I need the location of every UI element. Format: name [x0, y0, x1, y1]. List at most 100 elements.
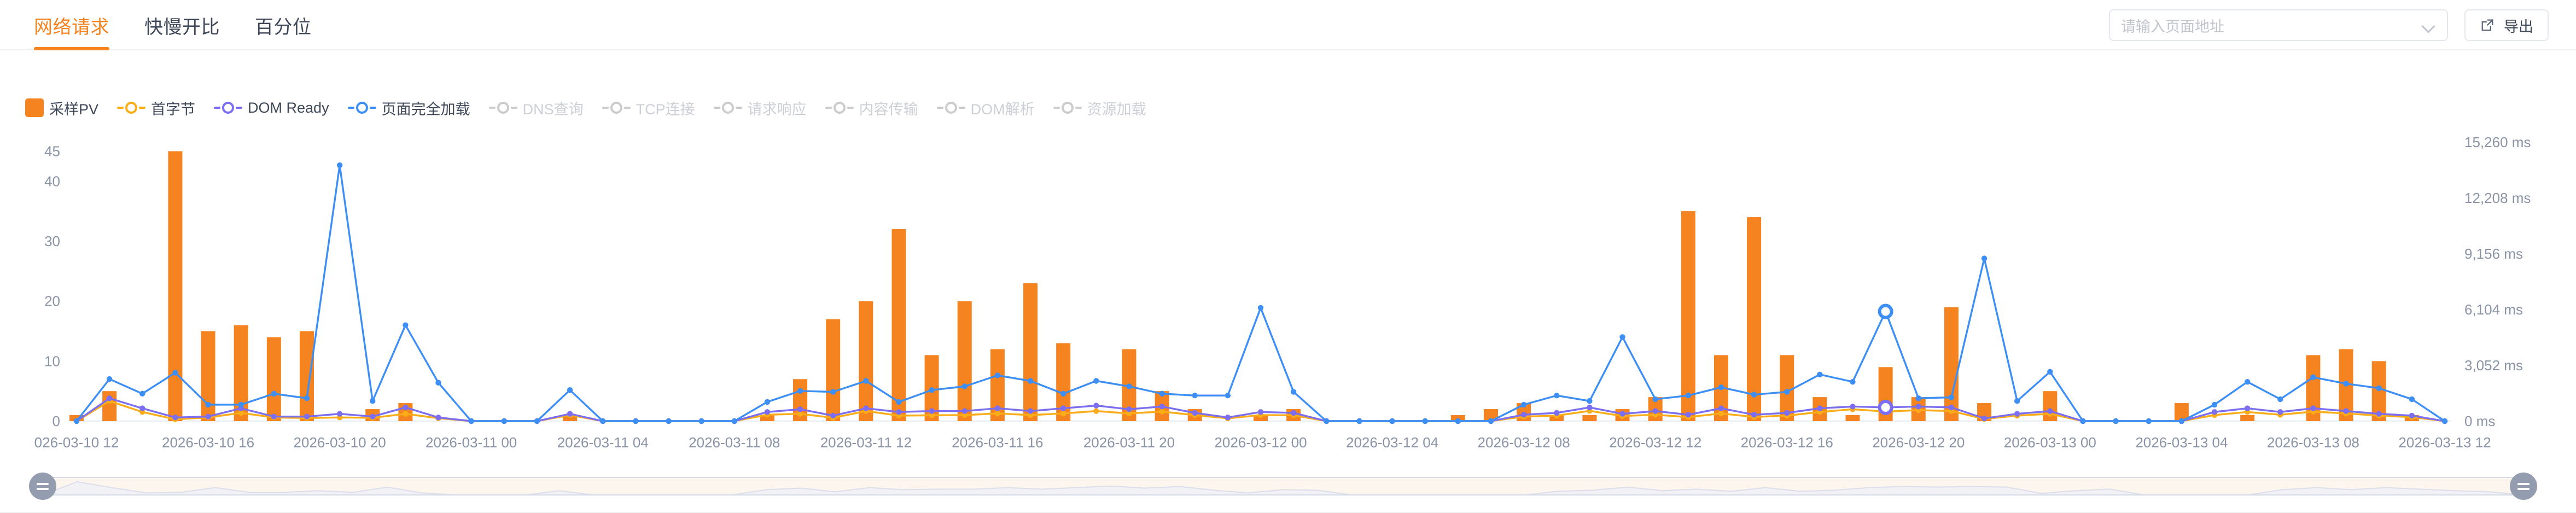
data-point[interactable]	[1817, 371, 1823, 377]
data-point[interactable]	[1290, 389, 1297, 395]
data-point[interactable]	[106, 376, 113, 382]
data-point[interactable]	[896, 409, 902, 415]
legend-item-6[interactable]: 请求响应	[713, 97, 807, 119]
data-point[interactable]	[1225, 393, 1231, 399]
data-point[interactable]	[830, 412, 836, 419]
data-point[interactable]	[238, 401, 244, 408]
legend-item-2[interactable]: DOM Ready	[214, 100, 329, 116]
data-point[interactable]	[534, 418, 540, 424]
data-point[interactable]	[2343, 381, 2349, 387]
data-point[interactable]	[1751, 392, 1757, 398]
legend-item-5[interactable]: TCP连接	[602, 97, 695, 119]
data-point[interactable]	[1488, 418, 1494, 424]
bar[interactable]	[1845, 415, 1860, 421]
data-point[interactable]	[830, 389, 836, 395]
data-zoom-handle-right[interactable]	[2510, 473, 2537, 500]
data-point[interactable]	[2244, 378, 2251, 385]
data-point[interactable]	[1520, 412, 1527, 418]
data-point[interactable]	[2376, 411, 2382, 417]
tab-fast-slow-ratio[interactable]: 快慢开比	[144, 0, 220, 50]
data-point[interactable]	[1027, 378, 1034, 384]
data-point[interactable]	[1159, 404, 1165, 410]
data-point[interactable]	[797, 388, 803, 394]
bar[interactable]	[168, 151, 183, 421]
data-point[interactable]	[1060, 410, 1066, 417]
bar[interactable]	[201, 331, 215, 421]
data-point[interactable]	[73, 418, 80, 424]
bar[interactable]	[299, 331, 314, 421]
data-point[interactable]	[1060, 390, 1066, 397]
data-point[interactable]	[2277, 409, 2283, 415]
bar[interactable]	[2240, 415, 2255, 421]
data-point[interactable]	[435, 380, 441, 386]
legend-item-4[interactable]: DNS查询	[488, 97, 584, 119]
data-point[interactable]	[2178, 418, 2185, 424]
data-point[interactable]	[567, 387, 573, 393]
data-point[interactable]	[304, 413, 310, 419]
data-point[interactable]	[1850, 404, 1856, 410]
bar[interactable]	[1450, 415, 1465, 421]
data-point[interactable]	[2244, 405, 2251, 411]
legend-item-7[interactable]: 内容传输	[825, 97, 918, 119]
data-point[interactable]	[403, 404, 409, 411]
data-point[interactable]	[764, 399, 771, 405]
data-point[interactable]	[929, 412, 935, 418]
data-point[interactable]	[2014, 398, 2020, 404]
bar[interactable]	[69, 415, 84, 421]
data-point[interactable]	[1948, 404, 1955, 411]
data-point[interactable]	[567, 411, 573, 417]
data-point[interactable]	[1257, 409, 1264, 415]
highlight-marker-0[interactable]	[1878, 304, 1893, 319]
data-point[interactable]	[961, 408, 968, 414]
data-point[interactable]	[666, 418, 672, 424]
bar[interactable]	[1747, 217, 1762, 421]
data-point[interactable]	[2080, 418, 2086, 424]
data-point[interactable]	[139, 390, 145, 397]
data-point[interactable]	[501, 418, 508, 424]
data-point[interactable]	[2047, 369, 2053, 375]
data-point[interactable]	[2146, 418, 2152, 424]
data-point[interactable]	[468, 418, 474, 424]
data-point[interactable]	[1817, 405, 1823, 411]
bar[interactable]	[563, 415, 578, 421]
data-point[interactable]	[797, 411, 803, 417]
data-point[interactable]	[1126, 410, 1132, 417]
data-point[interactable]	[205, 413, 211, 419]
bar[interactable]	[826, 319, 841, 421]
data-point[interactable]	[271, 413, 277, 419]
legend-item-0[interactable]: 采样PV	[25, 97, 98, 119]
data-point[interactable]	[698, 418, 704, 424]
legend-item-8[interactable]: DOM解析	[936, 97, 1035, 119]
highlight-marker-1[interactable]	[1878, 399, 1893, 415]
data-point[interactable]	[1324, 418, 1330, 424]
data-point[interactable]	[797, 406, 803, 412]
data-point[interactable]	[2409, 412, 2415, 419]
data-point[interactable]	[1027, 412, 1034, 418]
data-point[interactable]	[1257, 305, 1264, 311]
data-point[interactable]	[1060, 405, 1066, 411]
data-point[interactable]	[2014, 411, 2020, 417]
data-point[interactable]	[994, 372, 1001, 378]
data-point[interactable]	[863, 378, 869, 384]
data-point[interactable]	[1455, 418, 1461, 424]
data-point[interactable]	[600, 418, 606, 424]
bar[interactable]	[1944, 307, 1959, 421]
bar[interactable]	[760, 415, 774, 421]
data-point[interactable]	[1225, 415, 1231, 421]
data-point[interactable]	[764, 409, 771, 415]
data-point[interactable]	[1784, 389, 1790, 395]
bar[interactable]	[1023, 283, 1038, 421]
data-point[interactable]	[994, 410, 1001, 417]
data-point[interactable]	[238, 410, 244, 416]
data-point[interactable]	[633, 418, 639, 424]
data-point[interactable]	[1159, 409, 1165, 415]
data-point[interactable]	[1290, 410, 1297, 416]
data-point[interactable]	[2211, 409, 2218, 415]
data-point[interactable]	[896, 399, 902, 405]
bar[interactable]	[1582, 415, 1597, 421]
data-point[interactable]	[2310, 405, 2316, 411]
data-point[interactable]	[1093, 403, 1099, 409]
data-point[interactable]	[961, 383, 968, 389]
data-point[interactable]	[1587, 404, 1593, 411]
legend-item-3[interactable]: 页面完全加载	[347, 97, 470, 119]
